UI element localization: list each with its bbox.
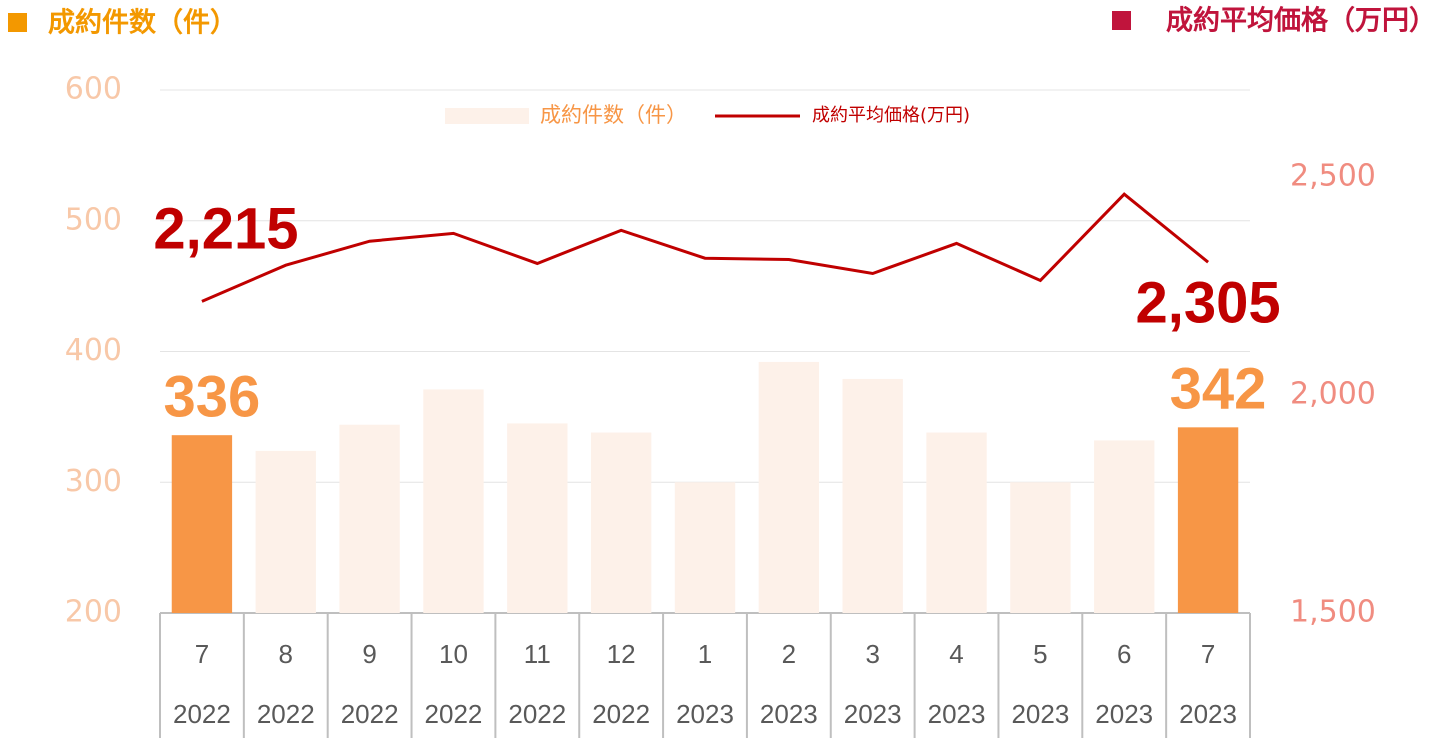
bar [926, 432, 987, 613]
x-tick-year: 2023 [1011, 699, 1069, 729]
y-tick-label: 400 [65, 333, 122, 368]
bar-value-label: 336 [164, 365, 261, 430]
x-tick-label: 8 [279, 639, 293, 669]
bar [339, 424, 400, 613]
x-tick-label: 9 [362, 639, 376, 669]
legend-swatch [445, 108, 529, 124]
bar [842, 378, 903, 613]
line [201, 192, 1210, 303]
line-value-label: 2,215 [153, 197, 298, 262]
bar [758, 361, 820, 613]
bar-value-label: 342 [1170, 357, 1267, 422]
x-tick-year: 2023 [844, 699, 902, 729]
x-tick-year: 2022 [341, 699, 399, 729]
x-tick-label: 4 [949, 639, 963, 669]
y-tick-label: 500 [65, 202, 122, 237]
y-tick-label: 300 [65, 464, 122, 499]
x-tick-label: 10 [439, 639, 468, 669]
y2-tick-label: 2,000 [1290, 377, 1376, 412]
y-tick-label: 200 [65, 595, 122, 630]
bar [1094, 440, 1155, 613]
legend-label: 成約平均価格(万円) [812, 105, 970, 126]
left-axis-title: 成約件数（件） [48, 7, 237, 39]
y-tick-label: 600 [65, 72, 122, 107]
x-tick-year: 2023 [676, 699, 734, 729]
left-title-marker [8, 13, 27, 32]
line-value-label: 2,305 [1135, 270, 1280, 335]
right-axis-title: 成約平均価格（万円） [1166, 5, 1436, 37]
x-tick-label: 6 [1117, 639, 1131, 669]
bar [507, 423, 568, 613]
x-tick-label: 7 [195, 639, 209, 669]
x-tick-label: 5 [1033, 639, 1047, 669]
x-tick-label: 1 [698, 639, 712, 669]
bar [255, 450, 316, 613]
x-tick-year: 2023 [760, 699, 818, 729]
right-title-marker [1112, 11, 1131, 30]
x-tick-label: 11 [524, 639, 551, 669]
legend-label: 成約件数（件） [540, 103, 687, 127]
x-tick-year: 2022 [425, 699, 483, 729]
x-tick-year: 2022 [592, 699, 650, 729]
x-tick-year: 2023 [1179, 699, 1237, 729]
x-tick-label: 12 [607, 639, 636, 669]
x-tick-label: 2 [782, 639, 796, 669]
bar [674, 482, 736, 613]
x-tick-year: 2022 [173, 699, 231, 729]
x-tick-year: 2022 [508, 699, 566, 729]
y2-tick-label: 2,500 [1290, 159, 1376, 194]
x-tick-label: 7 [1201, 639, 1215, 669]
bar [171, 435, 233, 613]
x-tick-label: 3 [865, 639, 879, 669]
bar [423, 389, 484, 613]
bar [590, 432, 652, 613]
y2-tick-label: 1,500 [1290, 595, 1376, 630]
x-tick-year: 2023 [1095, 699, 1153, 729]
x-tick-year: 2022 [257, 699, 315, 729]
bar [1177, 427, 1239, 613]
x-tick-year: 2023 [928, 699, 986, 729]
bar [1010, 482, 1071, 613]
